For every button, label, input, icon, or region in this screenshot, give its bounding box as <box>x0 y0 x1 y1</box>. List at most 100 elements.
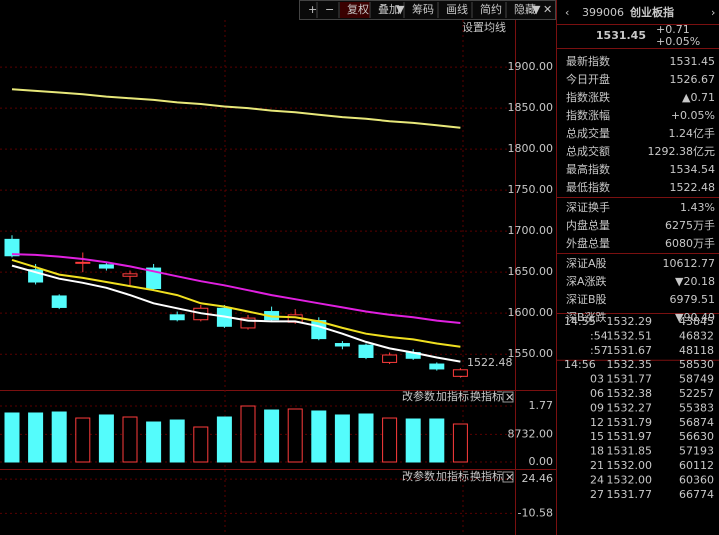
tick-price: 1531.79 <box>607 416 653 429</box>
stat-value: 6275万手 <box>665 218 715 232</box>
stat-label: 深证B股 <box>566 293 607 306</box>
stat-value: 6080万手 <box>665 236 715 250</box>
close-box[interactable] <box>502 391 514 403</box>
tick-price: 1532.27 <box>607 401 653 414</box>
tick-time: 03 <box>590 373 604 386</box>
candle-body <box>169 314 185 321</box>
tool-button[interactable]: 加指标 <box>436 469 469 483</box>
stat-label: 指数涨幅 <box>566 108 610 122</box>
ma-line <box>11 253 461 324</box>
stat-value: 1522.48 <box>670 181 716 194</box>
volume-bar <box>240 405 256 463</box>
tool-button[interactable]: 换指标 <box>470 389 503 403</box>
volume-bar <box>452 423 468 463</box>
tool-button[interactable]: 换指标 <box>470 469 503 483</box>
ma-setting[interactable]: 设置均线 <box>462 20 506 34</box>
stat-value: ▲0.71 <box>682 91 715 104</box>
low-label: 1522.48 <box>467 356 513 369</box>
code: 399006 <box>582 6 624 19</box>
tick-price: 1532.00 <box>607 473 653 486</box>
dropdown-arrow: ▼ <box>396 3 405 16</box>
change: +0.71 <box>656 23 690 36</box>
toolbar-button[interactable]: + <box>308 3 317 16</box>
tick-time: :57 <box>590 344 608 357</box>
toolbar-button[interactable]: 画线 <box>446 2 468 16</box>
toolbar-button[interactable]: 叠加 <box>378 3 400 16</box>
candle-body <box>75 261 91 264</box>
volume-bar <box>287 408 303 463</box>
volume-bar <box>216 416 232 463</box>
stat-label: 外盘总量 <box>566 236 610 250</box>
candle-body <box>4 238 20 257</box>
candle-body <box>382 354 398 363</box>
ma-line <box>11 264 461 363</box>
toolbar-button[interactable]: 复权 <box>347 2 369 16</box>
y-tick-label: 1550.00 <box>508 347 554 360</box>
tick-price: 1531.97 <box>607 430 653 443</box>
volume-bar <box>382 417 398 463</box>
nav-prev[interactable]: ‹ <box>565 6 569 19</box>
volume-bar <box>51 411 67 463</box>
volume-bar <box>169 419 185 463</box>
ma-line <box>11 258 461 348</box>
tool-button[interactable]: 改参数 <box>402 389 435 403</box>
candle-body <box>358 344 374 358</box>
tick-volume: 60112 <box>679 459 714 472</box>
tool-button[interactable]: 加指标 <box>436 389 469 403</box>
stat-value: 1.43% <box>680 201 715 214</box>
tick-price: 1532.51 <box>607 329 653 342</box>
volume-bar <box>311 410 327 463</box>
close-x: ✕ <box>505 471 514 484</box>
y-tick-label: 0.00 <box>529 455 554 468</box>
toolbar-button[interactable]: 隐藏 <box>514 3 536 16</box>
toolbar-button[interactable]: 简约 <box>480 2 502 16</box>
stat-label: 最低指数 <box>566 180 610 194</box>
close-x: ✕ <box>505 391 514 404</box>
candle-body <box>240 317 256 329</box>
stat-value: 1526.67 <box>670 73 716 86</box>
tick-price: 1532.29 <box>607 315 653 328</box>
tool-button[interactable]: 改参数 <box>402 469 435 483</box>
stat-label: 最新指数 <box>566 54 610 68</box>
y-tick-label: 1850.00 <box>508 101 554 114</box>
tick-time: :54 <box>590 329 608 342</box>
stat-label: 深B涨跌 <box>566 310 607 324</box>
stat-label: 深证换手 <box>566 200 610 214</box>
y-tick-label: 1750.00 <box>508 183 554 196</box>
tick-price: 1531.67 <box>607 344 653 357</box>
toolbar-button[interactable]: 筹码 <box>412 2 434 16</box>
stat-label: 深A涨跌 <box>566 274 607 288</box>
tick-time: 06 <box>590 387 604 400</box>
tick-time: 09 <box>590 401 604 414</box>
stat-value: ▼20.18 <box>675 275 715 288</box>
tick-volume: 48118 <box>679 344 714 357</box>
close-icon[interactable]: ✕ <box>543 3 552 16</box>
candle-body <box>429 363 445 370</box>
tick-time: 14:56 <box>564 358 596 371</box>
toolbar-button[interactable]: − <box>325 3 334 16</box>
tick-time: 24 <box>590 473 604 486</box>
volume-bar <box>28 412 44 463</box>
volume-bar <box>429 418 445 463</box>
name: 创业板指 <box>629 5 674 19</box>
volume-bar <box>146 421 162 463</box>
tick-volume: 58749 <box>679 373 714 386</box>
nav-next[interactable]: › <box>711 6 715 19</box>
y-tick-label: 1800.00 <box>508 142 554 155</box>
tick-time: 27 <box>590 488 604 501</box>
stat-label: 总成交量 <box>566 126 610 140</box>
tick-volume: 52257 <box>679 387 714 400</box>
tick-time: 15 <box>590 430 604 443</box>
button-highlight <box>340 2 370 18</box>
tick-volume: 57193 <box>679 445 714 458</box>
tick-price: 1531.77 <box>607 373 653 386</box>
y-tick-label: 8732.00 <box>508 427 554 440</box>
tick-volume: 66774 <box>679 488 714 501</box>
price: 1531.45 <box>596 29 646 42</box>
ma-line <box>11 88 461 129</box>
volume-bar <box>193 426 209 463</box>
close-box[interactable] <box>502 471 514 483</box>
tick-volume: 46832 <box>679 329 714 342</box>
y-tick-label: 1700.00 <box>508 224 554 237</box>
